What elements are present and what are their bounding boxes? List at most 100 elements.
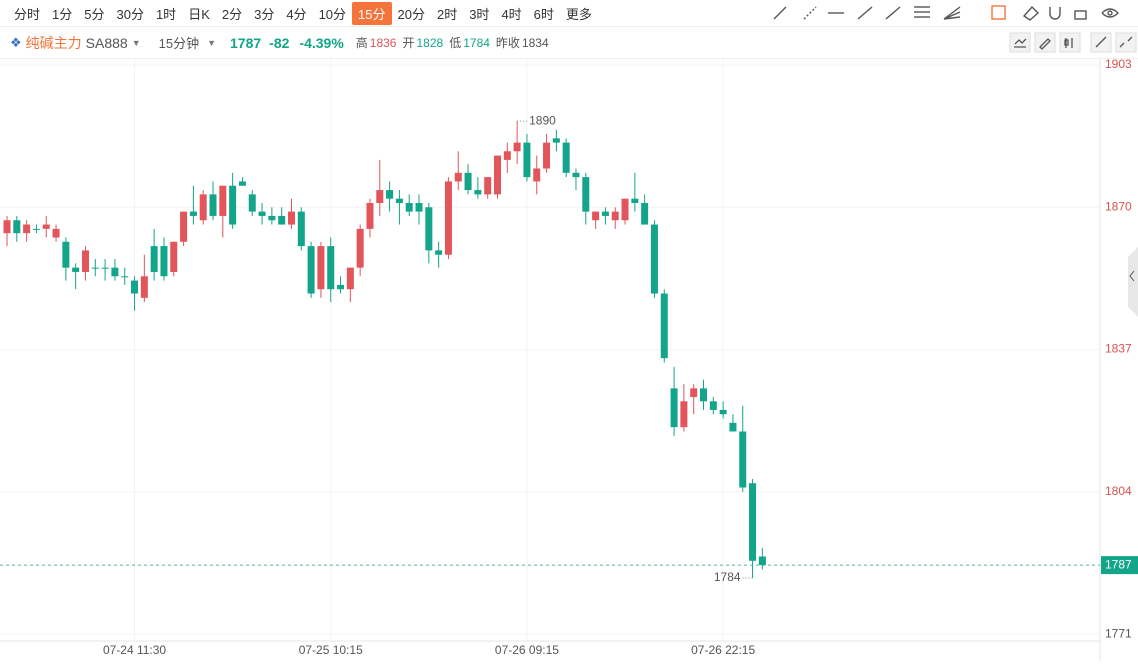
candle-body <box>650 224 658 294</box>
candle-body <box>444 181 452 255</box>
candle-body <box>180 211 188 242</box>
candle-body <box>170 241 178 272</box>
candle-body <box>611 211 619 221</box>
candle-body <box>454 172 462 182</box>
candle-body <box>513 142 521 152</box>
candle-body <box>523 142 531 178</box>
last-price-box <box>1101 556 1138 575</box>
candle-body <box>32 228 40 230</box>
interval-button[interactable]: 10分 <box>318 6 347 22</box>
candle-body <box>189 211 197 216</box>
annotation: 1784 <box>714 570 741 584</box>
candle-body <box>81 250 89 272</box>
candle-body <box>484 177 492 195</box>
tool-icons <box>773 5 1119 21</box>
candle-body <box>680 401 688 428</box>
interval-button[interactable]: 2分 <box>221 6 243 22</box>
candle-body <box>258 211 266 216</box>
interval-button[interactable]: 1分 <box>52 6 73 22</box>
period[interactable]: 15分钟 <box>158 36 200 51</box>
candle-body <box>278 215 286 225</box>
interval-button[interactable]: 更多 <box>565 6 592 22</box>
candle-body <box>356 228 364 268</box>
candle-body <box>660 293 668 359</box>
candle-body <box>111 267 119 277</box>
interval-button[interactable]: 5分 <box>84 6 105 22</box>
candle-body <box>150 246 158 272</box>
chart-icons <box>1009 32 1137 53</box>
interval-button[interactable]: 3分 <box>254 6 275 22</box>
x-tick-label: 07-24 11:30 <box>103 643 166 657</box>
candle-body <box>238 181 246 186</box>
candle-body <box>690 388 698 397</box>
candle-body <box>209 194 217 216</box>
interval-button[interactable]: 日K <box>188 6 210 22</box>
candle-body <box>552 138 560 143</box>
candle-body <box>719 409 727 415</box>
y-tick-label: 1837 <box>1105 342 1132 356</box>
candle-body <box>366 202 374 229</box>
candle-body <box>562 142 570 173</box>
interval-button[interactable]: 4时 <box>501 6 522 22</box>
dropdown[interactable]: ▼ <box>207 37 217 48</box>
candle-body <box>219 185 227 216</box>
y-tick-label: 1771 <box>1105 626 1132 640</box>
candle-body <box>700 388 708 402</box>
candle-body <box>582 177 590 212</box>
candle-body <box>641 202 649 225</box>
interval-button[interactable]: 4分 <box>286 6 307 22</box>
candle-body <box>42 224 50 229</box>
stat-label: 低 <box>449 36 462 50</box>
stat-label: 昨收 <box>495 36 520 50</box>
toolbar: 分时 1分 5分 30分 1时 日K 2分 3分 4分 10分 15分 20分 2时 3时 4时 6时 更多 <box>0 0 1138 27</box>
candle-body <box>131 280 139 294</box>
icon: ❖ <box>10 34 22 50</box>
stat-value: 1836 <box>369 36 397 50</box>
candle-body <box>621 198 629 221</box>
interval-button[interactable]: 30分 <box>116 6 144 22</box>
candle-body <box>62 241 70 268</box>
interval-button[interactable]: 分时 <box>14 6 41 22</box>
candle-body <box>248 194 256 212</box>
change-pct: -4.39% <box>299 34 344 51</box>
candle-body <box>749 483 757 561</box>
candle-body <box>91 267 99 269</box>
candle-body <box>474 190 482 195</box>
interval-button[interactable]: 20分 <box>397 6 425 22</box>
candle-body <box>739 431 747 488</box>
candle-body <box>592 211 600 221</box>
candle-body <box>405 202 413 212</box>
candle-body <box>140 276 148 298</box>
candle-body <box>72 267 80 272</box>
x-tick-label: 07-26 22:15 <box>691 643 755 657</box>
dropdown[interactable]: ▼ <box>131 37 141 48</box>
candle-body <box>337 284 345 290</box>
candle-body <box>121 276 129 278</box>
side-tab[interactable] <box>1128 247 1138 317</box>
interval-button[interactable]: 1时 <box>155 6 177 22</box>
candle-body <box>758 556 766 566</box>
stat-value: 1834 <box>521 36 549 50</box>
price: 1787 <box>230 34 262 51</box>
interval-button[interactable]: 3时 <box>469 6 490 22</box>
stat-label: 开 <box>402 36 415 50</box>
candle-body <box>533 168 541 182</box>
side-tab-arrow <box>1129 270 1135 282</box>
candle-body <box>435 250 443 255</box>
interval-button[interactable]: 15分 <box>352 1 392 25</box>
candle-body <box>709 401 717 410</box>
candle-body <box>503 151 511 160</box>
candle-body <box>572 172 580 178</box>
candle-body <box>3 220 11 234</box>
contract-code[interactable]: SA888 <box>85 34 128 51</box>
annotation: 1890 <box>529 113 556 127</box>
candle-body <box>297 211 305 247</box>
candle-body <box>229 185 237 225</box>
change: -82 <box>269 34 290 51</box>
interval-button[interactable]: 2时 <box>436 6 458 22</box>
candle-body <box>268 215 276 221</box>
interval-button[interactable]: 6时 <box>533 6 554 22</box>
candle-body <box>327 246 335 290</box>
candle-body <box>307 246 315 294</box>
